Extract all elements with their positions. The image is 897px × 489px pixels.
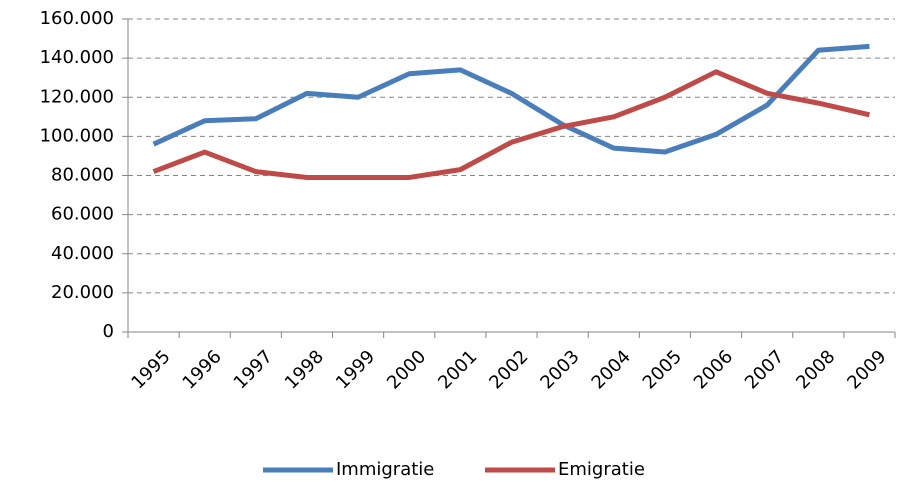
x-tick-label: 2003 [536,346,583,393]
x-tick-label: 2008 [792,346,839,393]
legend-label: Emigratie [558,459,645,480]
x-tick-label: 2005 [639,346,686,393]
x-tick-label: 2004 [588,346,635,393]
x-tick-label: 2009 [843,346,890,393]
x-tick-label: 1997 [230,346,277,393]
legend-label: Immigratie [336,459,434,480]
x-tick-label: 1998 [281,346,328,393]
x-tick-label: 1999 [332,346,379,393]
y-tick-label: 120.000 [40,86,114,107]
y-tick-label: 60.000 [51,204,114,225]
x-tick-label: 1995 [127,346,174,393]
y-tick-label: 20.000 [51,282,114,303]
y-tick-label: 160.000 [40,8,114,29]
x-tick-label: 2001 [434,346,481,393]
y-tick-label: 40.000 [51,243,114,264]
x-tick-label: 2007 [741,346,788,393]
x-tick-label: 2002 [485,346,532,393]
line-series [152,69,870,180]
y-tick-label: 80.000 [51,165,114,186]
y-tick-label: 100.000 [40,125,114,146]
y-tick-label: 0 [103,321,114,342]
x-tick-label: 1996 [179,346,226,393]
y-tick-label: 140.000 [40,47,114,68]
x-tick-label: 2006 [690,346,737,393]
x-tick-label: 2000 [383,346,430,393]
line-series [152,43,870,155]
